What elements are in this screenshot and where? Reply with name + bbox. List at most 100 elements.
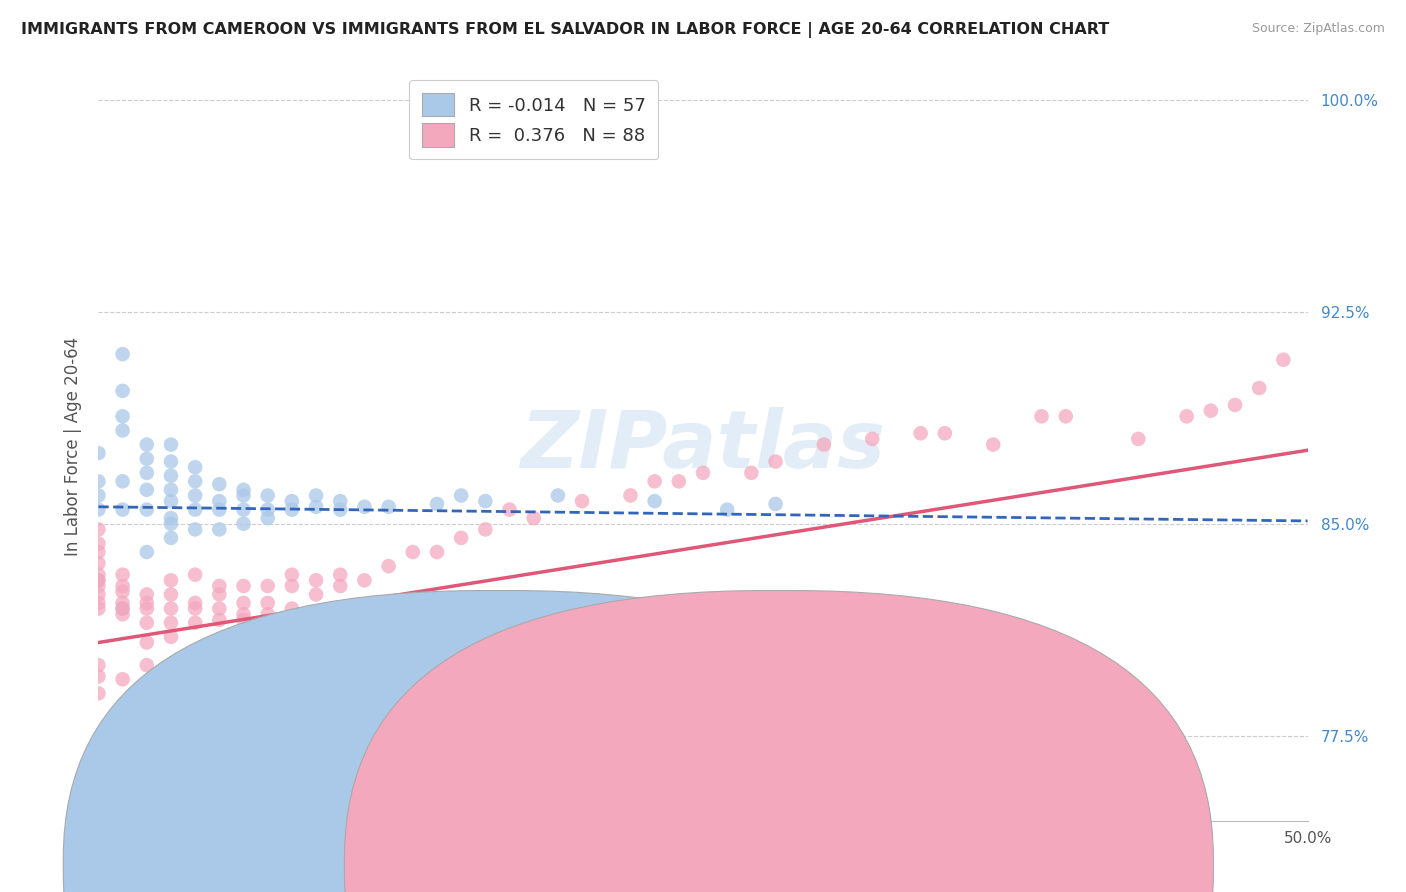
Point xyxy=(619,488,641,502)
Point xyxy=(813,437,835,451)
Point xyxy=(571,494,593,508)
Point xyxy=(111,601,134,615)
Point xyxy=(426,497,449,511)
Point xyxy=(135,720,157,734)
Point xyxy=(765,497,787,511)
Point xyxy=(644,475,666,489)
Point xyxy=(523,511,546,525)
Point xyxy=(111,673,134,687)
Point xyxy=(135,658,157,673)
Point xyxy=(87,574,110,588)
Point xyxy=(184,488,207,502)
Text: Immigrants from Cameroon: Immigrants from Cameroon xyxy=(520,856,749,874)
Point xyxy=(87,475,110,489)
Point xyxy=(87,579,110,593)
Point xyxy=(232,483,254,497)
Point xyxy=(87,536,110,550)
Point xyxy=(353,574,375,588)
Point xyxy=(232,488,254,502)
Point xyxy=(256,579,278,593)
Point xyxy=(160,601,183,615)
Point xyxy=(256,511,278,525)
Point xyxy=(87,587,110,601)
Point xyxy=(184,596,207,610)
Point xyxy=(135,601,157,615)
Point xyxy=(208,523,231,537)
Point xyxy=(668,475,690,489)
Point xyxy=(329,579,352,593)
Point xyxy=(305,500,328,514)
Point xyxy=(208,494,231,508)
Point xyxy=(160,673,183,687)
Point xyxy=(208,477,231,491)
Point xyxy=(208,587,231,601)
Point xyxy=(208,664,231,678)
Point xyxy=(111,347,134,361)
Point xyxy=(160,511,183,525)
Point xyxy=(256,488,278,502)
Point xyxy=(474,523,496,537)
Point xyxy=(87,523,110,537)
Point xyxy=(184,475,207,489)
Point xyxy=(160,437,183,451)
Point xyxy=(111,384,134,398)
Text: Immigrants from El Salvador: Immigrants from El Salvador xyxy=(787,856,1025,874)
Point xyxy=(111,475,134,489)
Point xyxy=(135,437,157,451)
Point xyxy=(111,409,134,424)
Point xyxy=(1175,409,1198,424)
Point xyxy=(716,502,738,516)
Point xyxy=(111,567,134,582)
Point xyxy=(232,502,254,516)
Point xyxy=(160,494,183,508)
Point xyxy=(160,468,183,483)
Point xyxy=(135,466,157,480)
Point xyxy=(87,574,110,588)
Point xyxy=(498,502,520,516)
Point xyxy=(1272,352,1295,367)
Point xyxy=(450,488,472,502)
Point xyxy=(547,488,569,502)
Point xyxy=(87,669,110,683)
Point xyxy=(160,615,183,630)
Point xyxy=(1031,409,1053,424)
Point xyxy=(111,601,134,615)
Point xyxy=(87,601,110,615)
Y-axis label: In Labor Force | Age 20-64: In Labor Force | Age 20-64 xyxy=(63,336,82,556)
Point xyxy=(135,545,157,559)
Point xyxy=(402,545,425,559)
Point xyxy=(281,579,304,593)
Point xyxy=(256,635,278,649)
Point xyxy=(353,500,375,514)
Point xyxy=(281,494,304,508)
Point xyxy=(135,615,157,630)
Point xyxy=(232,652,254,666)
Point xyxy=(160,574,183,588)
Point xyxy=(329,494,352,508)
Point xyxy=(87,446,110,460)
Point xyxy=(644,494,666,508)
Point xyxy=(232,613,254,627)
Point xyxy=(184,502,207,516)
Point xyxy=(232,579,254,593)
Point xyxy=(111,579,134,593)
Point xyxy=(281,567,304,582)
Point xyxy=(450,531,472,545)
Point xyxy=(256,596,278,610)
Point xyxy=(1223,398,1246,412)
Point xyxy=(135,451,157,466)
Point xyxy=(765,454,787,468)
Point xyxy=(111,424,134,438)
Point xyxy=(111,596,134,610)
Point xyxy=(87,557,110,571)
Point xyxy=(135,587,157,601)
Point xyxy=(329,502,352,516)
Point xyxy=(281,624,304,639)
Text: IMMIGRANTS FROM CAMEROON VS IMMIGRANTS FROM EL SALVADOR IN LABOR FORCE | AGE 20-: IMMIGRANTS FROM CAMEROON VS IMMIGRANTS F… xyxy=(21,22,1109,38)
Point xyxy=(184,460,207,475)
Point xyxy=(474,494,496,508)
Point xyxy=(1249,381,1271,395)
Point xyxy=(135,596,157,610)
Point xyxy=(377,500,399,514)
Point xyxy=(160,531,183,545)
